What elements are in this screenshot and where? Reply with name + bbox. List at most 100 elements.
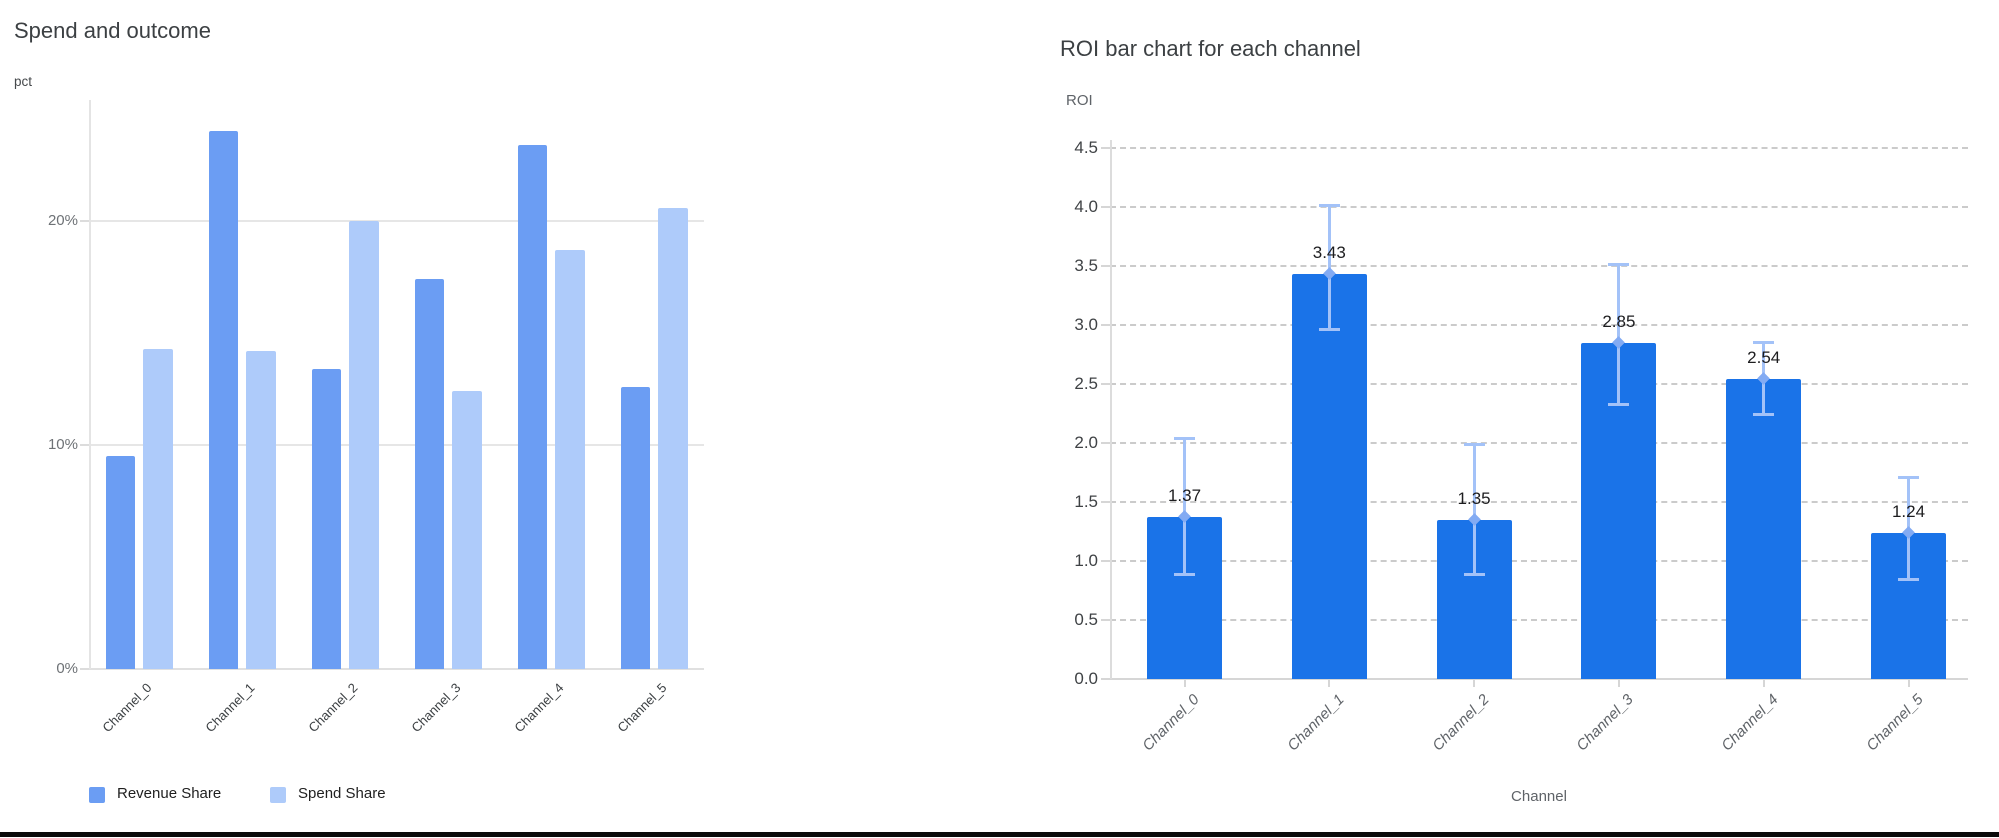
y-tick-label-2.5: 2.5 bbox=[1074, 374, 1098, 393]
x-tick-mark-channel_2 bbox=[1473, 679, 1476, 687]
x-tick-mark-channel_0 bbox=[1183, 679, 1186, 687]
gridline-4.5 bbox=[1110, 147, 1968, 149]
bar-value-label-channel_2: 1.35 bbox=[1457, 488, 1491, 508]
legend-label-spend-share: Spend Share bbox=[298, 785, 386, 802]
bar-channel_1-roi bbox=[1291, 274, 1367, 679]
right-y-axis-unit-label: ROI bbox=[1066, 92, 1093, 109]
y-tick-mark-4.0 bbox=[1101, 206, 1110, 208]
error-bar-cap-bottom-channel_3 bbox=[1608, 403, 1630, 407]
gridline-20% bbox=[89, 219, 704, 222]
y-tick-label-20%: 20% bbox=[47, 211, 78, 229]
roi-bar-chart: ROI bar chart for each channel ROI 0.0 0.… bbox=[1040, 0, 1999, 838]
right-plot-area: 0.0 0.5 1.0 1.5 2.0 2.5 3.0 3.5 4.0 4.5 1.37 Channe… bbox=[1074, 138, 1968, 754]
x-tick-label-channel_5: Channel_5 bbox=[1863, 691, 1927, 755]
bar-channel_4-roi bbox=[1726, 379, 1802, 679]
y-tick-label-0.0: 0.0 bbox=[1074, 669, 1098, 688]
gridline-1.5 bbox=[1110, 501, 1968, 503]
bar-channel_4-revenue-share bbox=[518, 144, 547, 669]
bar-channel_2-spend-share bbox=[349, 220, 379, 669]
error-bar-line-channel_3 bbox=[1617, 263, 1621, 406]
y-tick-mark-1.5 bbox=[1101, 501, 1110, 503]
bar-value-label-channel_4: 2.54 bbox=[1747, 348, 1781, 368]
x-tick-label-channel_5: Channel_5 bbox=[614, 680, 670, 736]
y-tick-label-10%: 10% bbox=[47, 435, 78, 453]
x-tick-mark-channel_4 bbox=[1762, 679, 1765, 687]
legend-swatch-revenue-share bbox=[89, 787, 105, 803]
x-tick-label-channel_3: Channel_3 bbox=[408, 680, 464, 736]
y-tick-label-2.0: 2.0 bbox=[1074, 433, 1098, 452]
error-bar-cap-top-channel_2 bbox=[1463, 443, 1485, 447]
bar-value-label-channel_0: 1.37 bbox=[1167, 486, 1202, 506]
x-axis-line bbox=[1110, 678, 1968, 680]
y-tick-mark-0.5 bbox=[1101, 619, 1110, 621]
right-chart-title: ROI bar chart for each channel bbox=[1060, 36, 1361, 61]
legend-label-revenue-share: Revenue Share bbox=[117, 785, 222, 802]
y-tick-label-1.5: 1.5 bbox=[1074, 492, 1098, 511]
x-tick-label-channel_2: Channel_2 bbox=[305, 680, 361, 736]
left-y-axis-unit-label: pct bbox=[14, 74, 33, 89]
y-tick-mark-2.5 bbox=[1101, 383, 1110, 385]
error-bar-cap-bottom-channel_5 bbox=[1898, 577, 1919, 581]
right-x-axis-title: Channel bbox=[1511, 788, 1567, 805]
bar-channel_3-spend-share bbox=[452, 391, 482, 669]
x-tick-mark-channel_1 bbox=[1328, 679, 1331, 687]
y-tick-mark-2.0 bbox=[1101, 442, 1110, 444]
y-tick-mark-10% bbox=[80, 443, 89, 446]
error-bar-cap-top-channel_3 bbox=[1608, 262, 1630, 266]
error-bar-cap-top-channel_4 bbox=[1753, 340, 1775, 344]
x-tick-label-channel_0: Channel_0 bbox=[99, 680, 155, 736]
gridline-1.0 bbox=[1110, 560, 1968, 562]
error-bar-cap-bottom-channel_2 bbox=[1463, 573, 1485, 577]
gridline-2.0 bbox=[1110, 442, 1968, 444]
y-tick-mark-3.0 bbox=[1101, 324, 1110, 326]
error-bar-cap-bottom-channel_0 bbox=[1174, 573, 1195, 577]
bar-channel_5-revenue-share bbox=[621, 386, 650, 669]
error-bar-line-channel_1 bbox=[1327, 204, 1331, 330]
left-plot-area: 0% 10% 20% Channel_0 Channel_1 Channel_2 Chann… bbox=[48, 100, 704, 735]
error-bar-cap-top-channel_5 bbox=[1898, 476, 1919, 480]
y-tick-label-4.0: 4.0 bbox=[1074, 197, 1098, 216]
y-tick-label-3.5: 3.5 bbox=[1074, 256, 1098, 275]
error-bar-cap-top-channel_0 bbox=[1174, 437, 1195, 441]
x-tick-mark-channel_5 bbox=[1907, 679, 1910, 687]
legend-swatch-spend-share bbox=[270, 787, 286, 803]
spend-and-outcome-chart: Spend and outcome pct 0% 10% 20% Channel_0 C… bbox=[0, 0, 740, 838]
bar-channel_1-spend-share bbox=[246, 350, 276, 669]
x-tick-mark-channel_3 bbox=[1617, 679, 1620, 687]
x-axis-line bbox=[89, 668, 704, 670]
bar-value-label-channel_5: 1.24 bbox=[1891, 501, 1926, 521]
bar-channel_0-spend-share bbox=[143, 348, 173, 669]
x-tick-label-channel_4: Channel_4 bbox=[511, 680, 567, 736]
error-bar-line-channel_0 bbox=[1183, 438, 1186, 576]
bar-channel_3-revenue-share bbox=[415, 279, 444, 669]
y-tick-mark-4.5 bbox=[1101, 147, 1110, 149]
y-tick-label-4.5: 4.5 bbox=[1074, 138, 1098, 157]
bar-channel_2-revenue-share bbox=[312, 368, 341, 669]
y-tick-label-0.5: 0.5 bbox=[1074, 610, 1098, 629]
error-bar-cap-bottom-channel_1 bbox=[1318, 327, 1340, 331]
error-bar-line-channel_2 bbox=[1472, 444, 1476, 576]
y-tick-mark-0% bbox=[80, 668, 89, 670]
gridline-3.0 bbox=[1110, 324, 1968, 326]
gridline-0.5 bbox=[1110, 619, 1968, 621]
gridline-2.5 bbox=[1110, 383, 1968, 385]
window-bottom-border bbox=[0, 832, 1999, 837]
bar-value-label-channel_1: 3.43 bbox=[1312, 243, 1346, 263]
y-tick-mark-3.5 bbox=[1101, 265, 1110, 267]
gridline-3.5 bbox=[1110, 265, 1968, 267]
x-tick-label-channel_1: Channel_1 bbox=[202, 680, 258, 736]
x-tick-label-channel_3: Channel_3 bbox=[1573, 691, 1637, 755]
y-tick-mark-0.0 bbox=[1101, 678, 1110, 680]
y-axis-line bbox=[89, 100, 91, 669]
y-tick-mark-1.0 bbox=[1101, 560, 1110, 562]
left-chart-title: Spend and outcome bbox=[14, 18, 211, 43]
x-tick-label-channel_0: Channel_0 bbox=[1139, 691, 1203, 755]
y-tick-label-1.0: 1.0 bbox=[1074, 551, 1098, 570]
gridline-10% bbox=[89, 443, 704, 446]
x-tick-label-channel_1: Channel_1 bbox=[1284, 691, 1348, 755]
y-tick-mark-20% bbox=[80, 219, 89, 222]
error-bar-cap-top-channel_1 bbox=[1318, 203, 1340, 207]
bar-value-label-channel_3: 2.85 bbox=[1602, 311, 1636, 331]
bar-channel_5-spend-share bbox=[658, 207, 688, 669]
